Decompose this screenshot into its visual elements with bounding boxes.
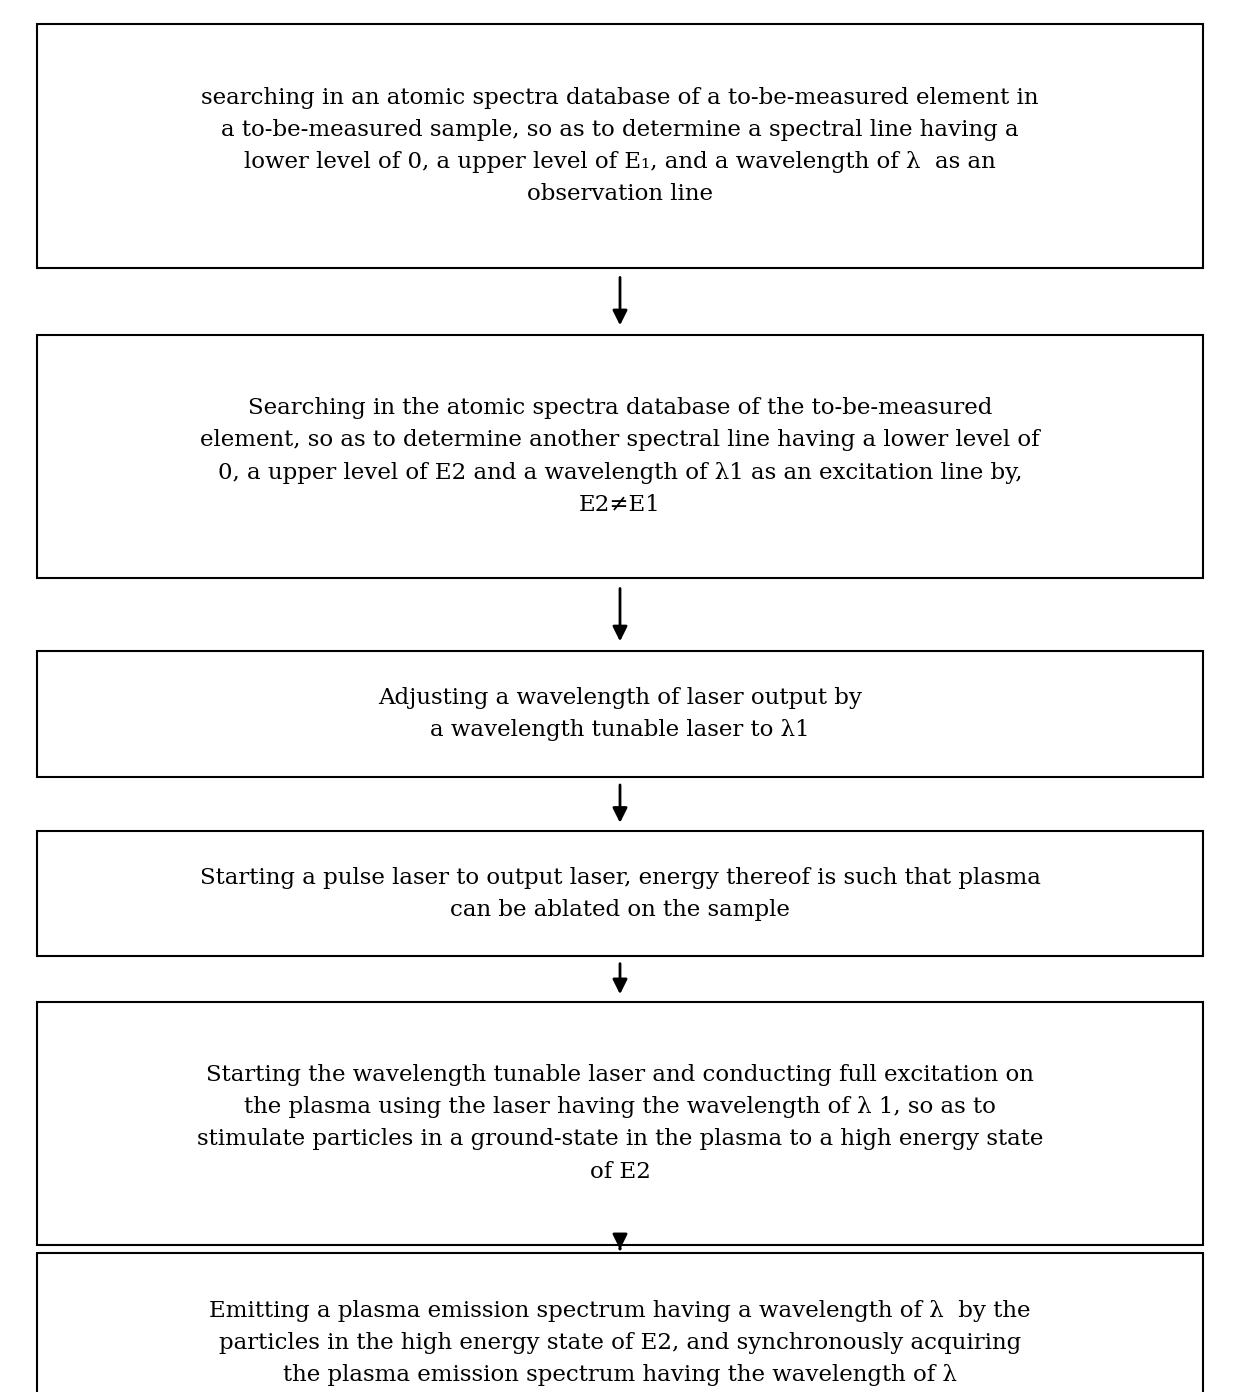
Text: Emitting a plasma emission spectrum having a wavelength of λ  by the
particles i: Emitting a plasma emission spectrum havi… (210, 1300, 1030, 1386)
Bar (37, 1253, 1203, 1392)
Bar (37, 334, 1203, 579)
Bar (37, 651, 1203, 777)
Text: Searching in the atomic spectra database of the to-be-measured
element, so as to: Searching in the atomic spectra database… (200, 397, 1040, 516)
Text: Starting a pulse laser to output laser, energy thereof is such that plasma
can b: Starting a pulse laser to output laser, … (200, 867, 1040, 920)
Text: searching in an atomic spectra database of a to-be-measured element in
a to-be-m: searching in an atomic spectra database … (201, 86, 1039, 206)
Bar (37, 1002, 1203, 1244)
Bar (37, 25, 1203, 267)
Text: Adjusting a wavelength of laser output by
a wavelength tunable laser to λ1: Adjusting a wavelength of laser output b… (378, 688, 862, 741)
Text: Starting the wavelength tunable laser and conducting full excitation on
the plas: Starting the wavelength tunable laser an… (197, 1063, 1043, 1183)
Bar (37, 831, 1203, 956)
